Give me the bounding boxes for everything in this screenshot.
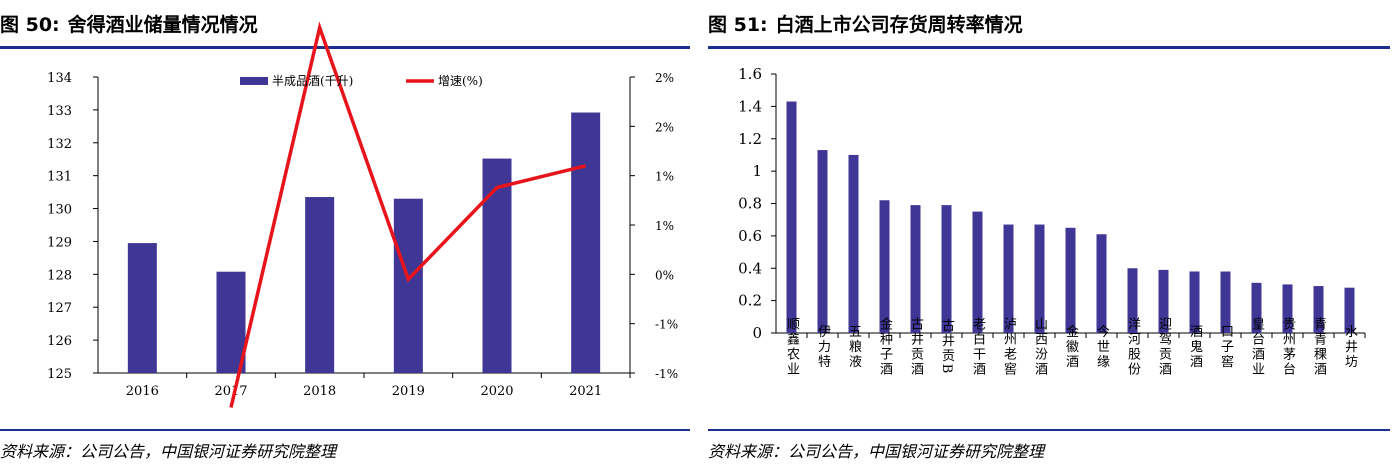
- bar: [817, 150, 828, 333]
- bar: [393, 198, 423, 373]
- y2-tick-label: 2%: [655, 71, 674, 85]
- figure-51-panel: 图 51: 白酒上市公司存货周转率情况 0 0.2 0.4 0.6 0.8 1 1.2 1.4 1…: [708, 0, 1390, 471]
- x-tick-label: 2019: [392, 384, 425, 399]
- x-tick-label: 皇台酒业: [1249, 317, 1265, 377]
- x-tick-label: 老白干酒: [970, 317, 986, 377]
- storage-chart: 134 133 132 131 130 129 128 127 126 125 2% 2% 1% 1% 0%…: [47, 21, 678, 408]
- bar: [941, 205, 952, 333]
- x-tick-label: 2017: [214, 384, 247, 399]
- bar: [571, 112, 601, 373]
- y-tick-label: 125: [47, 367, 72, 382]
- x-tick-label: 口子窖: [1218, 325, 1234, 370]
- x-tick-label: 2020: [480, 384, 513, 399]
- y-tick-label: 131: [47, 170, 72, 185]
- bar: [1313, 286, 1324, 333]
- figure-51-title: 图 51: 白酒上市公司存货周转率情况: [708, 8, 1031, 42]
- growth-line: [229, 21, 587, 408]
- x-tick-label: 五粮液: [846, 325, 862, 370]
- x-tick-label: 泸州老窖: [1001, 317, 1017, 377]
- y-tick-label: 1.6: [738, 65, 762, 83]
- bar: [848, 154, 859, 333]
- x-tick-label: 古井贡B: [939, 319, 955, 376]
- y-tick-label: 1.2: [738, 130, 762, 148]
- x-tick-label: 2021: [569, 384, 602, 399]
- legend-bar-label: 半成品酒(千升): [272, 74, 353, 88]
- figure-50-panel: 图 50: 舍得酒业储量情况情况 134 133 132 131 130 129 128 127…: [0, 0, 690, 471]
- y2-tick-label: -1%: [655, 367, 678, 381]
- figure-50-bottom-rule: [0, 429, 690, 431]
- x-tick-label: 2016: [126, 384, 159, 399]
- bar: [786, 101, 797, 333]
- bar: [1003, 224, 1014, 333]
- y-tick-label: 130: [47, 203, 72, 218]
- figure-50-number: 图 50:: [0, 14, 60, 36]
- figure-51-top-rule: [708, 46, 1390, 49]
- legend-line-label: 增速(%): [438, 74, 483, 88]
- y2-tick-label: 1%: [655, 219, 674, 233]
- bar: [1065, 227, 1076, 333]
- y-tick-label: 0.8: [738, 195, 762, 213]
- x-tick-label: 水井坊: [1342, 325, 1358, 370]
- figure-51-number: 图 51:: [708, 14, 768, 36]
- bar: [216, 271, 246, 373]
- bar: [482, 158, 512, 373]
- x-tick-label: 金种子酒: [877, 316, 893, 377]
- bar: [1282, 284, 1293, 333]
- bar: [305, 197, 335, 373]
- x-tick-label: 2018: [303, 384, 336, 399]
- x-tick-label: 青青稞酒: [1311, 317, 1327, 377]
- y-tick-label: 127: [47, 301, 72, 316]
- bar: [1189, 271, 1200, 333]
- x-tick-label: 今世缘: [1094, 324, 1110, 370]
- x-tick-label: 酒鬼酒: [1187, 325, 1203, 370]
- y-tick-label: 133: [47, 104, 72, 119]
- x-tick-label: 洋河股份: [1125, 317, 1141, 377]
- bar: [1096, 234, 1107, 333]
- figure-50-title-text: 舍得酒业储量情况情况: [67, 14, 258, 36]
- y-tick-label: 1: [752, 162, 762, 180]
- bar: [910, 205, 921, 333]
- y-tick-label: 0.4: [738, 259, 762, 277]
- x-tick-label: 金徽酒: [1063, 324, 1079, 370]
- x-tick-label: 伊力特: [815, 325, 831, 370]
- y2-tick-label: 2%: [655, 120, 674, 134]
- bar: [879, 200, 890, 333]
- y-tick-label: 129: [47, 235, 72, 250]
- y-tick-label: 126: [47, 334, 72, 349]
- x-tick-label: 古井贡酒: [908, 317, 924, 377]
- x-tick-label: 顺鑫农业: [784, 317, 800, 377]
- y-tick-label: 0.2: [738, 292, 762, 310]
- bar: [1220, 271, 1231, 333]
- y-tick-label: 1.4: [738, 97, 762, 115]
- x-tick-label: 山西汾酒: [1032, 317, 1048, 377]
- y-tick-label: 0: [752, 324, 762, 342]
- y-tick-label: 132: [47, 137, 72, 152]
- y2-tick-label: -1%: [655, 318, 678, 332]
- figure-50-source: 资料来源：公司公告，中国银河证券研究院整理: [0, 442, 337, 461]
- bar: [1344, 287, 1355, 333]
- figure-50-title: 图 50: 舍得酒业储量情况情况: [0, 8, 266, 42]
- bar: [972, 211, 983, 333]
- bar: [1158, 269, 1169, 333]
- figure-50-top-rule: [0, 46, 690, 49]
- x-tick-label: 迎驾贡酒: [1156, 317, 1172, 377]
- bar: [1034, 224, 1045, 333]
- figure-51-source: 资料来源：公司公告，中国银河证券研究院整理: [708, 442, 1045, 461]
- y2-tick-label: 1%: [655, 170, 674, 184]
- y-tick-label: 134: [47, 71, 72, 86]
- bar: [127, 243, 157, 373]
- figure-51-title-text: 白酒上市公司存货周转率情况: [775, 14, 1023, 36]
- legend-bar-swatch: [240, 77, 268, 85]
- y-tick-label: 0.6: [738, 227, 762, 245]
- bar: [1127, 268, 1138, 333]
- y-tick-label: 128: [47, 268, 72, 283]
- figure-51-bottom-rule: [708, 429, 1390, 431]
- x-tick-label: 贵州茅台: [1280, 317, 1296, 377]
- y2-tick-label: 0%: [655, 268, 674, 282]
- bar: [1251, 282, 1262, 333]
